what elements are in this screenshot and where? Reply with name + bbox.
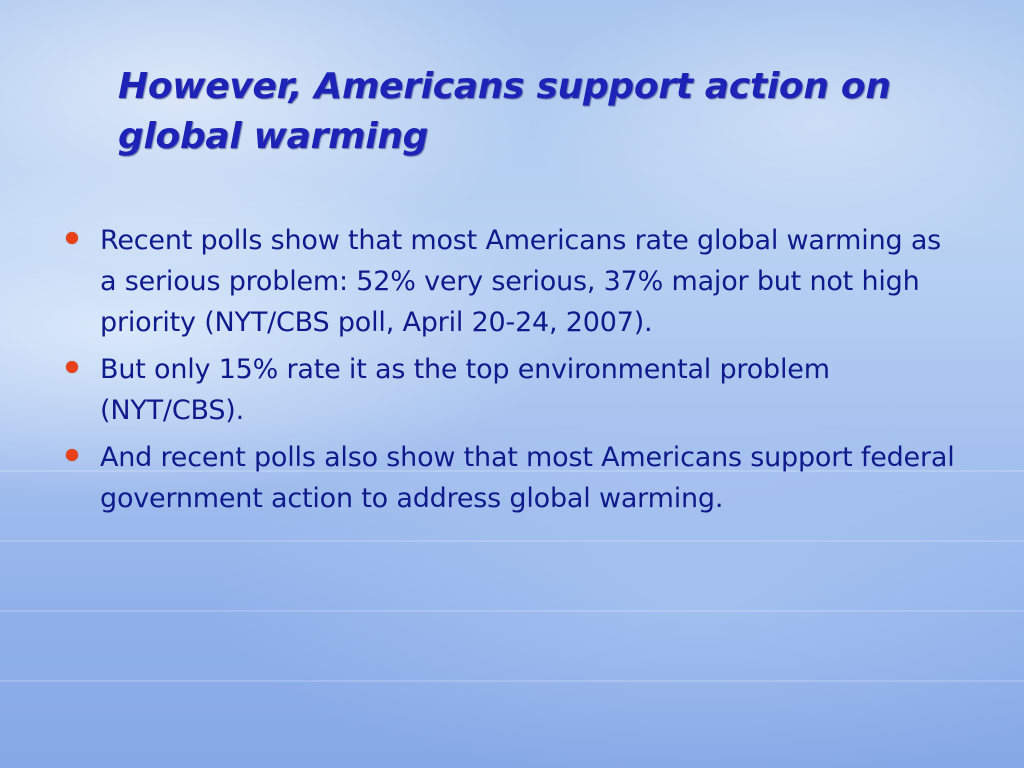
bullet-item: But only 15% rate it as the top environm… xyxy=(60,349,960,431)
background-wave xyxy=(0,610,1024,612)
bullet-text: Recent polls show that most Americans ra… xyxy=(100,225,942,338)
bullet-dot-icon xyxy=(66,449,78,461)
background-wave xyxy=(0,680,1024,682)
bullet-text: But only 15% rate it as the top environm… xyxy=(100,354,830,426)
bullet-dot-icon xyxy=(66,232,78,244)
bullet-text: And recent polls also show that most Ame… xyxy=(100,442,955,514)
slide-title: However, Americans support action on glo… xyxy=(118,66,891,157)
background-wave xyxy=(0,540,1024,542)
bullet-item: And recent polls also show that most Ame… xyxy=(60,437,960,519)
bullet-item: Recent polls show that most Americans ra… xyxy=(60,220,960,343)
bullet-list: Recent polls show that most Americans ra… xyxy=(60,220,960,525)
background-wave xyxy=(0,470,1024,472)
bullet-dot-icon xyxy=(66,361,78,373)
